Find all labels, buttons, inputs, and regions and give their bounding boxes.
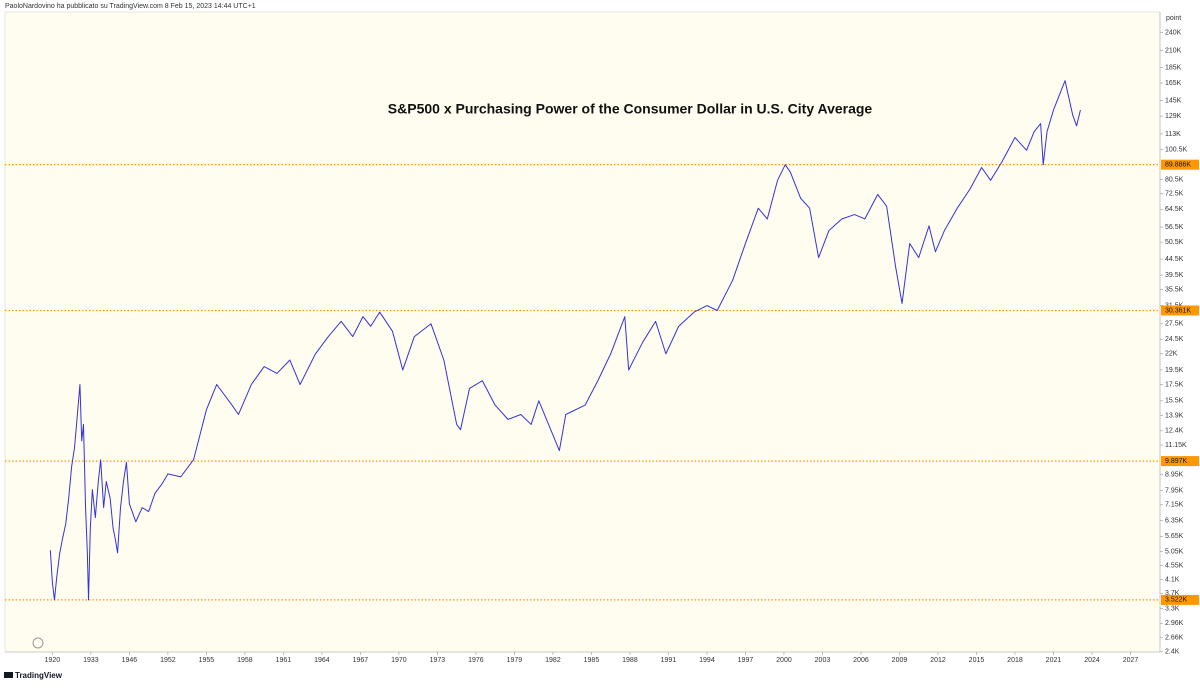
x-tick-label: 1979 bbox=[507, 657, 523, 664]
y-tick-label: 2.4K bbox=[1165, 648, 1180, 655]
x-tick-label: 1946 bbox=[122, 657, 138, 664]
reference-label-box bbox=[1161, 305, 1199, 316]
x-tick-label: 1920 bbox=[45, 657, 61, 664]
y-tick-label: 8.95K bbox=[1165, 471, 1184, 478]
y-tick-label: 24.5K bbox=[1165, 336, 1184, 343]
y-tick-label: 3.3K bbox=[1165, 605, 1180, 612]
plot-area bbox=[4, 11, 1161, 653]
x-tick-label: 2012 bbox=[930, 657, 946, 664]
y-tick-label: 17.5K bbox=[1165, 381, 1184, 388]
x-tick-label: 1985 bbox=[584, 657, 600, 664]
logo-mark bbox=[4, 672, 13, 678]
y-tick-label: 11.15K bbox=[1165, 442, 1187, 449]
y-tick-label: 7.95K bbox=[1165, 487, 1184, 494]
y-tick-label: 27.5K bbox=[1165, 321, 1184, 328]
y-tick-label: 72.5K bbox=[1165, 190, 1184, 197]
y-tick-label: 5.65K bbox=[1165, 533, 1184, 540]
y-tick-label: 4.1K bbox=[1165, 576, 1180, 583]
x-tick-label: 1997 bbox=[738, 657, 754, 664]
reference-label: 89.886K bbox=[1165, 162, 1191, 169]
x-tick-label: 2021 bbox=[1046, 657, 1062, 664]
y-tick-label: 210K bbox=[1165, 47, 1182, 54]
y-tick-label: 44.5K bbox=[1165, 256, 1184, 263]
y-tick-label: 35.5K bbox=[1165, 286, 1184, 293]
x-tick-label: 1952 bbox=[160, 657, 176, 664]
x-tick-label: 1991 bbox=[661, 657, 677, 664]
y-tick-label: 2.66K bbox=[1165, 634, 1184, 641]
x-tick-label: 1976 bbox=[468, 657, 484, 664]
x-tick-label: 1933 bbox=[83, 657, 99, 664]
reference-label: 9.897K bbox=[1165, 458, 1188, 465]
x-tick-label: 2027 bbox=[1123, 657, 1139, 664]
x-tick-label: 2003 bbox=[815, 657, 831, 664]
y-tick-label: 39.5K bbox=[1165, 272, 1184, 279]
y-tick-label: 7.15K bbox=[1165, 502, 1184, 509]
watermark-icon bbox=[32, 637, 44, 649]
y-tick-label: 64.5K bbox=[1165, 206, 1184, 213]
x-tick-label: 1964 bbox=[314, 657, 330, 664]
reference-label-box bbox=[1161, 159, 1199, 170]
x-tick-label: 2015 bbox=[969, 657, 985, 664]
x-tick-label: 1967 bbox=[353, 657, 369, 664]
x-tick-label: 1994 bbox=[699, 657, 715, 664]
x-tick-label: 2000 bbox=[776, 657, 792, 664]
footer-text: TradingView bbox=[15, 671, 63, 680]
x-tick-label: 1970 bbox=[391, 657, 407, 664]
reference-label: 30.361K bbox=[1165, 307, 1191, 314]
y-tick-label: 100.5K bbox=[1165, 147, 1188, 154]
reference-label-box bbox=[1161, 594, 1199, 605]
reference-label-box bbox=[1161, 456, 1199, 467]
x-tick-label: 1973 bbox=[430, 657, 446, 664]
y-tick-label: 165K bbox=[1165, 80, 1182, 87]
x-tick-label: 1958 bbox=[237, 657, 253, 664]
y-tick-label: 13.9K bbox=[1165, 412, 1184, 419]
y-tick-label: 4.55K bbox=[1165, 562, 1184, 569]
y-tick-label: 15.5K bbox=[1165, 398, 1184, 405]
x-tick-label: 2009 bbox=[892, 657, 908, 664]
y-tick-label: 80.5K bbox=[1165, 176, 1184, 183]
y-axis-label: point bbox=[1166, 15, 1181, 22]
x-tick-label: 1988 bbox=[622, 657, 638, 664]
x-tick-label: 2006 bbox=[853, 657, 869, 664]
x-tick-label: 1982 bbox=[545, 657, 561, 664]
y-tick-label: 240K bbox=[1165, 30, 1182, 37]
price-line bbox=[49, 80, 1081, 601]
x-tick-label: 2024 bbox=[1084, 657, 1100, 664]
y-tick-label: 22K bbox=[1165, 351, 1178, 358]
y-tick-label: 5.05K bbox=[1165, 548, 1184, 555]
watermark bbox=[32, 637, 44, 649]
y-tick-label: 3.7K bbox=[1165, 590, 1180, 597]
chart-title: S&P500 x Purchasing Power of the Consume… bbox=[388, 101, 873, 117]
y-tick-label: 145K bbox=[1165, 97, 1182, 104]
y-tick-label: 113K bbox=[1165, 131, 1181, 138]
y-tick-label: 2.96K bbox=[1165, 620, 1184, 627]
y-tick-label: 50.5K bbox=[1165, 239, 1184, 246]
y-tick-label: 12.4K bbox=[1165, 428, 1184, 435]
header-text: PaoloNardovino ha pubblicato su TradingV… bbox=[5, 3, 256, 10]
footer-logo: TradingView bbox=[4, 671, 63, 680]
x-tick-label: 2018 bbox=[1007, 657, 1023, 664]
y-tick-label: 6.35K bbox=[1165, 518, 1184, 525]
y-tick-label: 185K bbox=[1165, 65, 1182, 72]
x-tick-label: 1955 bbox=[199, 657, 215, 664]
y-tick-label: 56.5K bbox=[1165, 224, 1184, 231]
x-tick-label: 1961 bbox=[276, 657, 292, 664]
reference-label: 3.522K bbox=[1165, 597, 1188, 604]
y-tick-label: 19.5K bbox=[1165, 367, 1184, 374]
y-tick-label: 129K bbox=[1165, 113, 1182, 120]
